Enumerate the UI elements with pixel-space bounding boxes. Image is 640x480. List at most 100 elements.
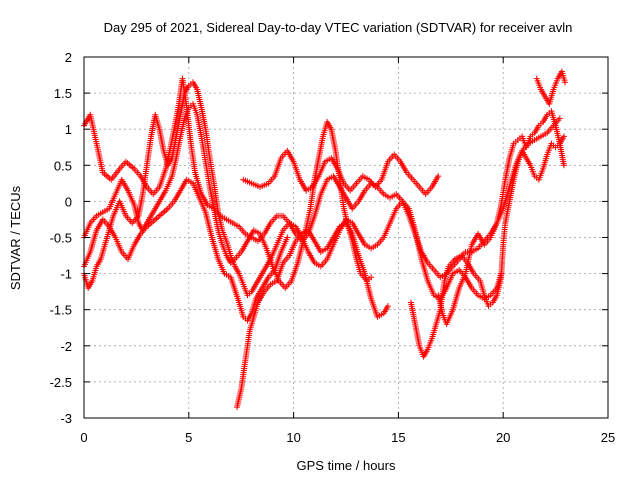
data-point-run [412, 323, 422, 347]
data-point-run [172, 189, 183, 203]
data-point-run [356, 189, 367, 203]
data-point-run [125, 243, 137, 261]
data-point-run [362, 272, 374, 300]
data-point-run [132, 232, 143, 246]
data-point-run [381, 222, 393, 239]
data-point-run [81, 222, 93, 239]
data-point-run [313, 260, 322, 269]
data-point-run [109, 167, 122, 181]
series-sat-i [533, 68, 569, 107]
x-tick-label: 10 [286, 430, 300, 445]
data-point-run [188, 142, 198, 174]
data-point-run [236, 272, 246, 286]
data-point-run [260, 276, 271, 290]
data-point-run [192, 171, 204, 196]
data-point-run [87, 229, 100, 253]
data-point-run [178, 178, 189, 192]
data-point-run [350, 200, 361, 210]
data-point-run [543, 95, 552, 106]
y-tick-label: 1 [65, 122, 72, 137]
data-point-run [306, 229, 317, 243]
data-point-run [532, 124, 541, 135]
data-point-run [549, 110, 559, 127]
data-point-run [470, 246, 479, 254]
data-point-run [477, 293, 486, 301]
data-point-run [268, 243, 279, 261]
axis-ticks: 0 5 10 15 20 25 -3 -2.5 -2 -1.5 -1 -0.5 0 0.5 1 1.5 2 [50, 50, 616, 445]
data-point-run [502, 200, 513, 225]
data-point-run [135, 193, 146, 217]
data-point-run [285, 149, 296, 163]
data-point-run [524, 156, 533, 167]
data-point-run [253, 286, 265, 301]
data-point-run [482, 232, 493, 243]
data-point-run [113, 236, 124, 253]
data-point-run [356, 254, 368, 275]
data-point-run [494, 204, 504, 225]
series-sat-d [81, 176, 291, 324]
data-point-run [95, 210, 104, 218]
data-point [435, 173, 442, 180]
data-point-run [316, 135, 326, 160]
data-point-run [118, 160, 128, 171]
data-point-run [194, 113, 204, 138]
data-point-run [220, 229, 229, 242]
data-point-run [247, 315, 257, 333]
data-point-run [406, 207, 418, 232]
data-point-run [412, 229, 425, 261]
data-point-run [157, 167, 169, 188]
data-point-run [87, 113, 100, 145]
data-point-run [101, 206, 111, 215]
data-point-run [267, 268, 277, 279]
data-point-run [88, 214, 99, 225]
data-point-run [249, 279, 260, 293]
data-point [284, 234, 291, 241]
data-point-run [394, 200, 405, 210]
data-point-run [368, 297, 380, 318]
data-point-run [197, 196, 208, 214]
data-point-run [540, 153, 550, 170]
data-point-run [289, 261, 301, 282]
data-points [81, 68, 569, 411]
data-point-run [144, 211, 156, 225]
data-point-run [401, 200, 411, 210]
data-point-run [555, 70, 564, 80]
data-point-run [101, 218, 111, 228]
x-tick-label: 5 [185, 430, 192, 445]
data-point-run [256, 290, 267, 304]
data-point-run [269, 279, 278, 287]
y-tick-label: 0.5 [54, 158, 72, 173]
data-point-run [335, 167, 347, 185]
data-point-run [459, 254, 469, 264]
data-point-run [250, 181, 261, 190]
data-point-run [211, 182, 221, 214]
data-point-run [447, 257, 457, 268]
data-point-run [124, 160, 136, 171]
data-point-run [156, 128, 167, 152]
data-point-run [228, 276, 242, 304]
data-point-run [223, 271, 232, 280]
data-point-run [429, 174, 441, 189]
data-point-run [507, 142, 517, 160]
data-point-run [348, 182, 358, 192]
data-point-run [319, 257, 329, 268]
data-point-run [98, 243, 108, 261]
data-point-run [219, 214, 228, 222]
data-point-run [500, 222, 509, 246]
data-point-run [151, 185, 161, 196]
data-point-run [245, 229, 256, 243]
data-point-run [232, 265, 242, 275]
data-point-run [120, 250, 130, 261]
data-point-run [272, 250, 284, 271]
data-point-run [426, 261, 436, 272]
data-point-run [264, 247, 275, 268]
y-tick-label: -1 [60, 267, 72, 282]
data-point-run [275, 212, 285, 219]
data-point-run [363, 242, 373, 251]
data-point-run [224, 240, 234, 257]
data-point-run [373, 178, 384, 189]
data-point-run [545, 124, 555, 135]
data-point-run [488, 222, 500, 239]
data-point-run [151, 200, 162, 214]
data-point-run [349, 232, 362, 257]
